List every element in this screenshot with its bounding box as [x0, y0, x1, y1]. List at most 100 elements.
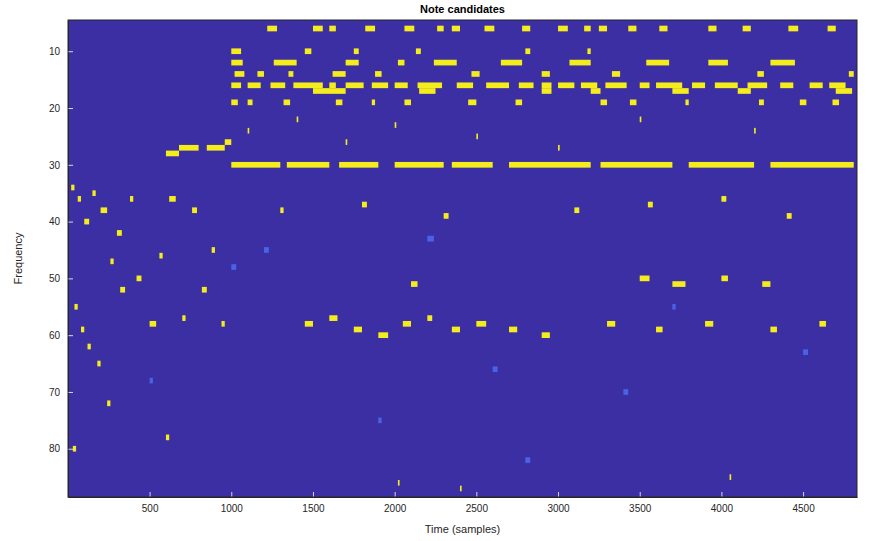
cell [542, 71, 550, 77]
cell [770, 162, 853, 168]
cell [333, 71, 346, 77]
cell [166, 435, 169, 441]
cell [656, 327, 663, 333]
cell [762, 281, 770, 287]
y-tick-mark [68, 449, 73, 450]
cell [516, 100, 523, 106]
cell [305, 48, 312, 54]
cell [313, 26, 323, 32]
cell [630, 100, 637, 106]
cell [685, 100, 688, 106]
y-tick: 80 [49, 443, 73, 454]
cell [362, 202, 367, 208]
cell [346, 60, 359, 66]
x-tick-mark [558, 492, 559, 497]
cell [159, 253, 162, 259]
cell [832, 100, 839, 106]
title: Note candidates [420, 3, 505, 15]
cell [581, 82, 597, 88]
cell [313, 88, 346, 94]
x-tick-label: 2500 [466, 503, 489, 514]
y-tick-mark [68, 165, 73, 166]
cell [404, 26, 414, 32]
y-tick: 10 [49, 46, 73, 57]
cell [558, 26, 568, 32]
cell [692, 82, 705, 88]
cell [267, 26, 277, 32]
x-tick-label: 4000 [711, 503, 734, 514]
x-tick-mark [476, 492, 477, 497]
cell [225, 139, 232, 145]
y-tick: 40 [49, 216, 73, 227]
y-tick-mark [68, 278, 73, 279]
cell [640, 117, 642, 123]
x-tick-label: 1000 [221, 503, 244, 514]
chart: 5001000150020002500300035004000450010203… [0, 0, 877, 541]
cell [150, 378, 153, 384]
cell [743, 26, 751, 32]
cell [468, 100, 476, 106]
cell [378, 418, 381, 424]
cell [672, 281, 685, 287]
y-tick-label: 40 [49, 216, 61, 227]
cell [231, 60, 242, 66]
cell [231, 48, 241, 54]
cell [542, 88, 552, 94]
cell [212, 247, 215, 253]
x-axis: 50010001500200025003000350040004500 [69, 492, 858, 514]
cell [591, 88, 601, 94]
x-axis-title: Time (samples) [425, 523, 500, 535]
cell [287, 162, 329, 168]
y-tick-label: 50 [49, 273, 61, 284]
cell [708, 26, 716, 32]
cell [88, 344, 91, 350]
cell [437, 26, 444, 32]
y-tick: 60 [49, 330, 73, 341]
cell [403, 321, 411, 327]
cell [672, 88, 688, 94]
cell [656, 82, 682, 88]
cell [452, 327, 460, 333]
cell [411, 281, 418, 287]
cell [721, 276, 728, 282]
x-tick: 2500 [466, 492, 489, 514]
cell [248, 82, 261, 88]
cell [97, 361, 100, 367]
cell [476, 321, 486, 327]
cell [375, 71, 382, 77]
cell [297, 117, 299, 123]
cell [84, 219, 89, 225]
cell [398, 60, 405, 66]
cell [150, 321, 157, 327]
x-tick-mark [721, 492, 722, 497]
cell [248, 128, 250, 134]
cell [107, 400, 110, 406]
cell [810, 82, 823, 88]
cell [166, 151, 179, 157]
y-tick: 30 [49, 160, 73, 171]
cell [179, 145, 199, 151]
cell [339, 162, 378, 168]
cell [628, 26, 636, 32]
cell [748, 82, 768, 88]
cell [788, 26, 798, 32]
x-tick-label: 4500 [792, 503, 815, 514]
cell [542, 332, 550, 338]
cell [288, 71, 293, 77]
cell [329, 82, 336, 88]
cell [525, 48, 530, 54]
x-tick: 500 [142, 492, 159, 514]
cell [770, 60, 795, 66]
cell [452, 26, 460, 32]
cell [202, 287, 207, 293]
x-tick-mark [395, 492, 396, 497]
cells [68, 20, 857, 497]
cell [372, 82, 388, 88]
cell [558, 82, 574, 88]
cell [74, 304, 77, 310]
y-tick-label: 20 [49, 103, 61, 114]
y-tick-mark [68, 335, 73, 336]
cell [207, 145, 225, 151]
cell [231, 100, 238, 106]
cell [434, 60, 457, 66]
